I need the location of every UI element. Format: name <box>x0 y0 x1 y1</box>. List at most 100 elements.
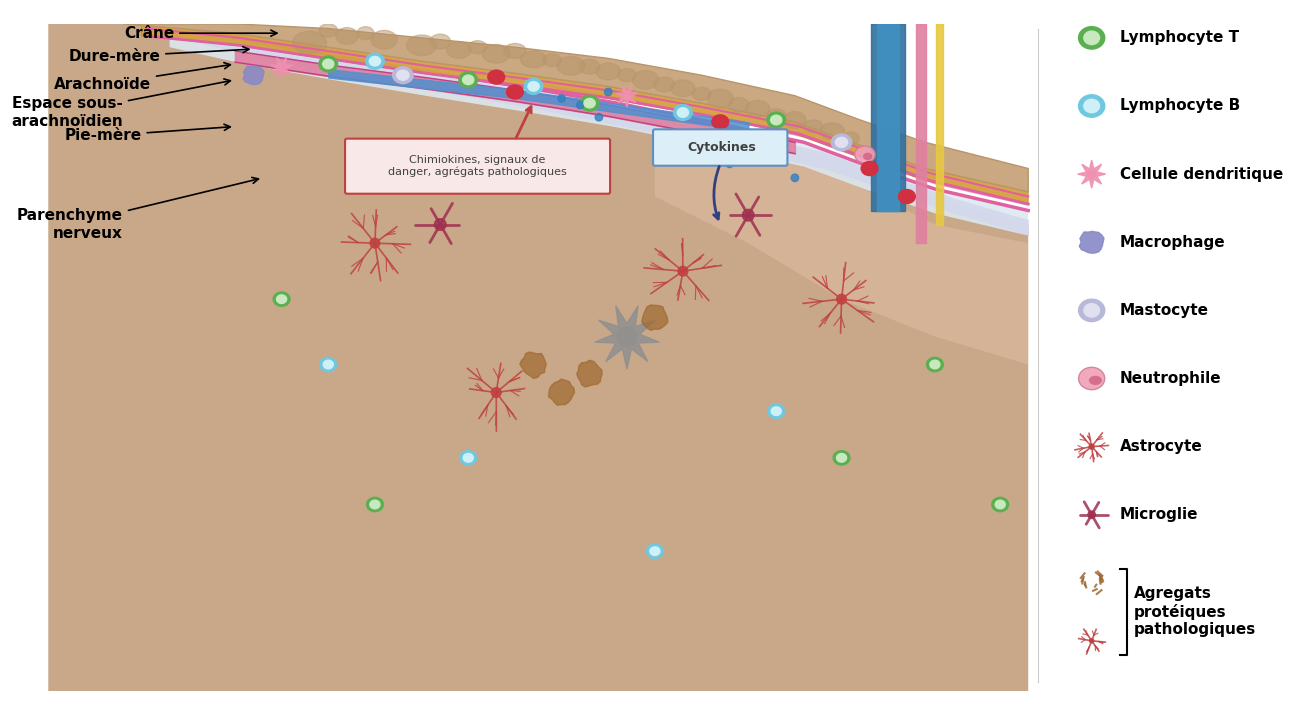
Polygon shape <box>170 24 1029 236</box>
Ellipse shape <box>366 498 383 512</box>
Circle shape <box>1087 511 1095 518</box>
Ellipse shape <box>320 358 337 372</box>
Ellipse shape <box>836 453 847 462</box>
Ellipse shape <box>524 79 542 94</box>
Text: Pie-mère: Pie-mère <box>64 124 230 143</box>
Text: Cellule dendritique: Cellule dendritique <box>1120 167 1283 182</box>
Ellipse shape <box>366 53 384 69</box>
Circle shape <box>491 388 501 398</box>
Circle shape <box>605 88 612 96</box>
Ellipse shape <box>357 26 374 40</box>
Polygon shape <box>1080 232 1104 253</box>
Text: Cytokines: Cytokines <box>687 141 757 154</box>
FancyBboxPatch shape <box>654 129 787 166</box>
Polygon shape <box>595 306 659 369</box>
Ellipse shape <box>507 85 523 99</box>
Ellipse shape <box>430 34 451 49</box>
Ellipse shape <box>707 89 733 108</box>
Ellipse shape <box>804 120 823 133</box>
Ellipse shape <box>819 123 844 139</box>
Polygon shape <box>655 131 1029 365</box>
Circle shape <box>370 238 380 248</box>
Ellipse shape <box>447 41 471 59</box>
Polygon shape <box>642 305 668 330</box>
Ellipse shape <box>520 51 546 68</box>
Ellipse shape <box>677 108 689 117</box>
Ellipse shape <box>771 407 782 415</box>
Ellipse shape <box>1078 95 1104 117</box>
Circle shape <box>1090 638 1094 643</box>
Polygon shape <box>48 24 1029 691</box>
Polygon shape <box>1078 160 1106 188</box>
Ellipse shape <box>633 71 659 89</box>
Ellipse shape <box>584 99 595 108</box>
Polygon shape <box>576 360 603 387</box>
Circle shape <box>278 64 285 71</box>
Text: Arachnoïde: Arachnoïde <box>54 63 230 92</box>
Ellipse shape <box>460 450 477 465</box>
Circle shape <box>745 151 752 158</box>
Polygon shape <box>188 24 1029 236</box>
Ellipse shape <box>579 59 600 74</box>
Polygon shape <box>243 66 264 84</box>
Ellipse shape <box>745 100 770 117</box>
Ellipse shape <box>397 70 409 80</box>
Text: Mastocyte: Mastocyte <box>1120 303 1209 318</box>
Ellipse shape <box>835 137 848 147</box>
Circle shape <box>791 174 799 182</box>
Ellipse shape <box>557 56 586 75</box>
Ellipse shape <box>463 75 474 84</box>
Ellipse shape <box>831 134 852 151</box>
Text: Astrocyte: Astrocyte <box>1120 439 1202 454</box>
Ellipse shape <box>273 292 290 306</box>
Ellipse shape <box>370 500 380 509</box>
Ellipse shape <box>767 404 784 418</box>
Circle shape <box>725 160 733 167</box>
Ellipse shape <box>1078 299 1104 322</box>
Ellipse shape <box>1084 31 1099 44</box>
Circle shape <box>742 209 754 221</box>
Ellipse shape <box>542 54 562 66</box>
Text: Dure-mère: Dure-mère <box>68 46 248 64</box>
Ellipse shape <box>1078 368 1104 390</box>
Ellipse shape <box>503 44 527 59</box>
Ellipse shape <box>406 35 437 56</box>
Ellipse shape <box>580 95 599 111</box>
Ellipse shape <box>929 360 940 369</box>
Text: Chimiokines, signaux de
danger, agrégats pathologiques: Chimiokines, signaux de danger, agrégats… <box>388 154 567 177</box>
Ellipse shape <box>323 59 333 69</box>
Circle shape <box>558 95 566 102</box>
Ellipse shape <box>336 28 358 44</box>
Ellipse shape <box>992 498 1009 512</box>
Ellipse shape <box>293 31 327 54</box>
Ellipse shape <box>1089 375 1102 385</box>
Ellipse shape <box>855 146 876 163</box>
Circle shape <box>595 114 603 121</box>
Ellipse shape <box>927 358 944 372</box>
Circle shape <box>576 102 584 109</box>
Ellipse shape <box>767 109 786 122</box>
Ellipse shape <box>482 44 510 63</box>
Circle shape <box>1087 170 1095 178</box>
Polygon shape <box>271 58 293 79</box>
Ellipse shape <box>323 360 333 369</box>
Text: Macrophage: Macrophage <box>1120 235 1225 250</box>
Ellipse shape <box>319 56 337 72</box>
Ellipse shape <box>371 31 397 49</box>
Ellipse shape <box>392 66 413 84</box>
Polygon shape <box>141 24 1029 204</box>
Text: Crâne: Crâne <box>124 26 277 41</box>
Ellipse shape <box>693 87 711 100</box>
Text: Microglie: Microglie <box>1120 507 1199 522</box>
Polygon shape <box>616 86 638 107</box>
Text: Agregats
protéiques
pathologiques: Agregats protéiques pathologiques <box>1133 586 1256 637</box>
Circle shape <box>617 327 637 346</box>
Polygon shape <box>123 24 1029 192</box>
Ellipse shape <box>1084 304 1099 317</box>
Circle shape <box>678 266 687 276</box>
FancyBboxPatch shape <box>345 139 610 194</box>
Ellipse shape <box>670 80 695 97</box>
Text: Lymphocyte T: Lymphocyte T <box>1120 30 1239 45</box>
Ellipse shape <box>468 41 488 54</box>
Ellipse shape <box>528 82 540 91</box>
